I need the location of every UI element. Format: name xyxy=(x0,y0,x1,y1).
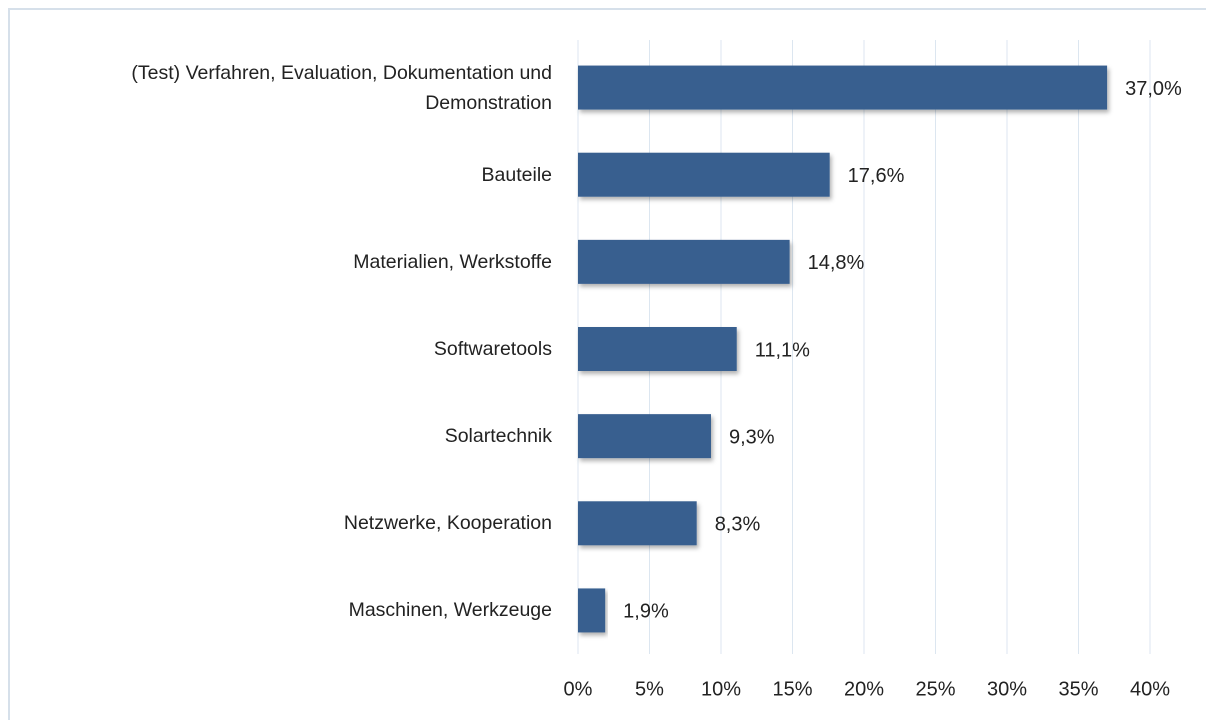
y-tick-label: Maschinen, Werkzeuge xyxy=(348,599,552,622)
bar xyxy=(578,65,1108,110)
x-tick-label: 0% xyxy=(564,678,593,700)
bar xyxy=(578,239,790,284)
y-tick-label: Netzwerke, Kooperation xyxy=(343,512,552,535)
chart-border xyxy=(8,8,1206,720)
bar xyxy=(578,152,830,197)
x-tick-label: 40% xyxy=(1130,678,1170,700)
x-tick-label: 5% xyxy=(635,678,664,700)
x-tick-label: 15% xyxy=(772,678,812,700)
bar xyxy=(578,588,606,633)
y-tick-label: Materialien, Werkstoffe xyxy=(353,250,552,273)
x-tick-label: 35% xyxy=(1058,678,1098,700)
value-label: 11,1% xyxy=(755,339,810,361)
bar xyxy=(578,327,737,371)
x-tick-label: 20% xyxy=(844,678,884,700)
x-tick-label: 10% xyxy=(701,678,741,700)
value-label: 37,0% xyxy=(1125,78,1182,100)
y-tick-label: (Test) Verfahren, Evaluation, Dokumentat… xyxy=(131,61,552,114)
bar xyxy=(578,501,697,546)
y-tick-label: Softwaretools xyxy=(433,338,552,360)
bar xyxy=(578,414,711,459)
x-tick-label: 25% xyxy=(915,678,955,700)
y-tick-label: Bauteile xyxy=(481,163,552,186)
value-label: 8,3% xyxy=(715,514,761,536)
y-tick-label: Solartechnik xyxy=(444,425,552,448)
value-label: 14,8% xyxy=(808,252,865,274)
value-label: 9,3% xyxy=(729,426,775,448)
value-label: 1,9% xyxy=(623,601,669,623)
value-label: 17,6% xyxy=(848,165,905,187)
x-tick-label: 30% xyxy=(987,678,1027,700)
